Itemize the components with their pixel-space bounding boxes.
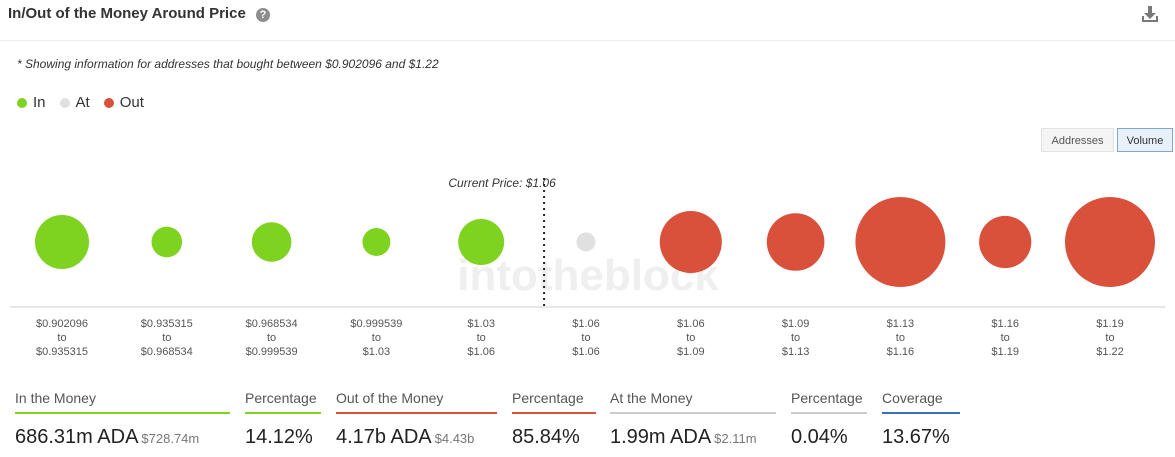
bubble-out — [1065, 197, 1155, 287]
stat-label: In the Money — [15, 390, 230, 414]
stat-label: Percentage — [512, 390, 596, 414]
stat-in-percentage: Percentage 14.12% — [245, 390, 321, 449]
stat-in-the-money: In the Money 686.31m ADA $728.74m — [15, 390, 230, 449]
widget-header: In/Out of the Money Around Price ? — [0, 0, 1175, 41]
legend-dot-at — [59, 97, 70, 108]
range-note: * Showing information for addresses that… — [17, 57, 439, 71]
tick-label: $1.19 — [1096, 318, 1124, 330]
addresses-toggle-button[interactable]: Addresses — [1041, 128, 1114, 152]
tick-label: $0.935315 — [36, 346, 88, 358]
tick-label: $0.999539 — [350, 318, 402, 330]
tick-label: $0.999539 — [246, 346, 298, 358]
stat-label: Coverage — [882, 390, 960, 414]
tick-label: $1.13 — [887, 318, 915, 330]
tick-label: $1.16 — [887, 346, 915, 358]
legend-label-in: In — [33, 94, 46, 111]
stat-value: 0.04% — [791, 426, 848, 448]
tick-label: to — [581, 332, 590, 344]
tick-label: to — [267, 332, 276, 344]
stat-coverage: Coverage 13.67% — [882, 390, 960, 449]
tick-label: $1.06 — [572, 318, 600, 330]
download-icon[interactable] — [1141, 5, 1159, 23]
tick-label: to — [162, 332, 171, 344]
tick-label: $1.06 — [467, 346, 495, 358]
legend-label-out: Out — [119, 94, 144, 111]
tick-label: $1.03 — [363, 346, 391, 358]
stat-out-percentage: Percentage 85.84% — [512, 390, 596, 449]
legend-item-out[interactable]: Out — [103, 94, 144, 111]
tick-label: $1.16 — [991, 318, 1019, 330]
bubble-chart: intotheblock$0.902096to$0.935315$0.93531… — [10, 176, 1165, 358]
widget-title: In/Out of the Money Around Price — [8, 5, 246, 22]
bubble-in — [151, 226, 183, 258]
legend-dot-out — [103, 97, 114, 108]
tick-label: $0.968534 — [141, 346, 193, 358]
bubble-at — [576, 232, 596, 252]
tick-label: $0.935315 — [141, 318, 193, 330]
bubble-in — [458, 219, 505, 265]
legend: In At Out — [17, 94, 144, 111]
bubble-in — [35, 215, 89, 269]
stat-value: 13.67% — [882, 426, 950, 448]
bubble-out — [766, 213, 825, 271]
tick-label: $1.09 — [677, 346, 705, 358]
stat-at-the-money: At the Money 1.99m ADA $2.11m — [610, 390, 776, 449]
tick-label: $1.09 — [782, 318, 810, 330]
legend-dot-in — [17, 97, 27, 108]
bubble-out — [855, 197, 946, 287]
stat-value: 686.31m ADA $728.74m — [15, 426, 200, 448]
bubble-out — [979, 215, 1032, 269]
stat-out-of-the-money: Out of the Money 4.17b ADA $4.43b — [336, 390, 497, 449]
legend-label-at: At — [75, 94, 90, 111]
tick-label: to — [477, 332, 486, 344]
bubble-out — [659, 210, 722, 274]
tick-label: to — [57, 332, 66, 344]
legend-item-at[interactable]: At — [59, 94, 90, 111]
stat-label: Percentage — [245, 390, 321, 414]
tick-label: $0.902096 — [36, 318, 88, 330]
stat-value: 85.84% — [512, 426, 580, 448]
stat-value: 1.99m ADA $2.11m — [610, 426, 757, 448]
tick-label: $1.06 — [677, 318, 705, 330]
question-circle-icon[interactable]: ? — [256, 8, 270, 22]
tick-label: $1.22 — [1096, 346, 1124, 358]
tick-label: $1.13 — [782, 346, 810, 358]
tick-label: $1.06 — [572, 346, 600, 358]
tick-label: to — [686, 332, 695, 344]
stat-label: Out of the Money — [336, 390, 497, 414]
stat-value: 14.12% — [245, 426, 313, 448]
tick-label: $1.03 — [467, 318, 495, 330]
stat-value: 4.17b ADA $4.43b — [336, 426, 475, 448]
current-price-label: Current Price: $1.06 — [448, 176, 556, 190]
tick-label: to — [896, 332, 905, 344]
tick-label: to — [791, 332, 800, 344]
legend-item-in[interactable]: In — [17, 94, 46, 111]
tick-label: to — [1105, 332, 1114, 344]
bubble-in — [362, 228, 391, 256]
tick-label: $0.968534 — [246, 318, 298, 330]
stat-label: Percentage — [791, 390, 867, 414]
volume-toggle-button[interactable]: Volume — [1117, 128, 1173, 152]
bubble-in — [251, 222, 292, 262]
tick-label: $1.19 — [991, 346, 1019, 358]
tick-label: to — [1001, 332, 1010, 344]
tick-label: to — [372, 332, 381, 344]
stat-label: At the Money — [610, 390, 776, 414]
stat-at-percentage: Percentage 0.04% — [791, 390, 867, 449]
